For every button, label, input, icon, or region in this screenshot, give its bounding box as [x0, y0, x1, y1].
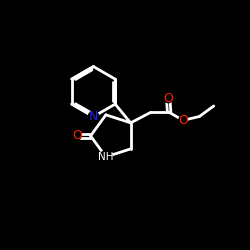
Circle shape [88, 112, 99, 122]
Text: O: O [163, 92, 173, 105]
Circle shape [164, 94, 172, 103]
Text: N: N [89, 110, 98, 123]
Circle shape [179, 116, 187, 124]
Circle shape [100, 151, 112, 163]
Circle shape [72, 132, 81, 140]
Text: NH: NH [98, 152, 114, 162]
Text: O: O [178, 114, 188, 127]
Text: O: O [72, 130, 82, 142]
